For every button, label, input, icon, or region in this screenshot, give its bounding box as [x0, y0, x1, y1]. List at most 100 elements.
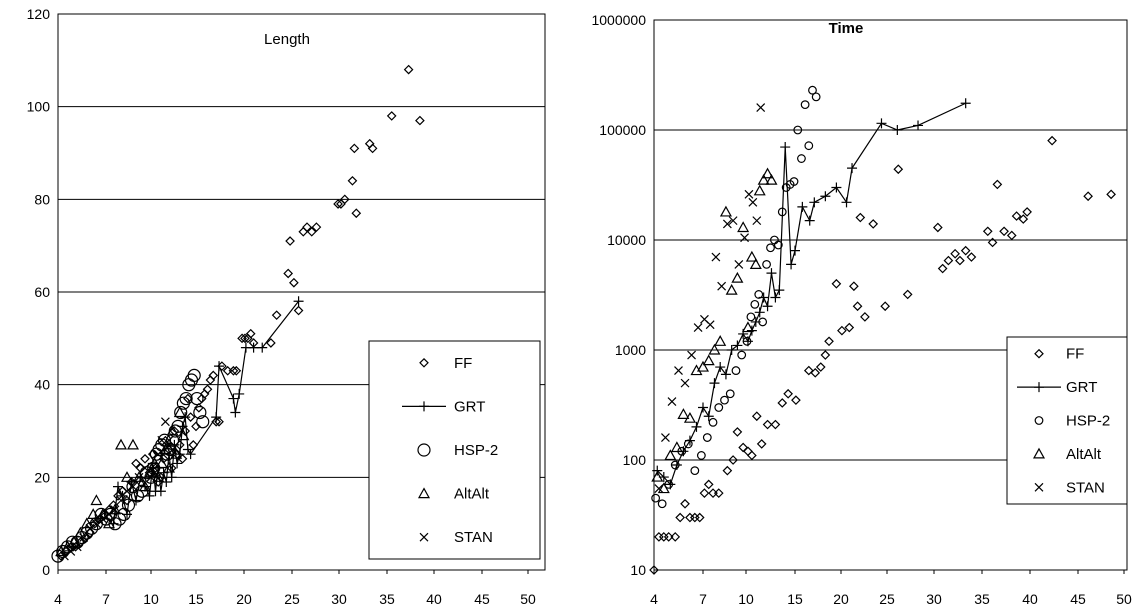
data-point [703, 411, 714, 422]
data-point [663, 532, 674, 542]
legend-label: STAN [1066, 479, 1105, 496]
data-point [811, 92, 821, 102]
y-tick-label: 1000000 [591, 12, 646, 28]
data-point [670, 532, 681, 542]
data-point [709, 378, 720, 389]
legend-label: GRT [1066, 379, 1097, 396]
data-point [824, 336, 834, 347]
data-point [680, 378, 690, 388]
y-tick-label: 60 [34, 284, 50, 300]
legend-marker [419, 532, 429, 542]
x-tick-label: 7 [102, 591, 110, 607]
data-point [90, 494, 103, 506]
data-point [211, 412, 222, 423]
data-point [703, 479, 714, 490]
data-point [164, 435, 174, 445]
data-point [674, 366, 683, 376]
y-tick-label: 10000 [607, 232, 646, 248]
data-point [849, 281, 859, 292]
data-point [789, 177, 799, 186]
x-tick-label: 20 [236, 591, 252, 607]
legend-box [368, 340, 541, 560]
x-tick-label: 25 [284, 591, 300, 607]
data-point [708, 417, 718, 427]
data-point [780, 142, 791, 153]
data-point [680, 498, 690, 509]
data-point [66, 547, 76, 556]
data-point [758, 317, 768, 327]
data-point [188, 440, 199, 450]
data-point [687, 350, 696, 360]
data-point [960, 245, 971, 256]
data-point [913, 120, 924, 131]
legend-label: HSP-2 [454, 442, 498, 459]
y-tick-label: 0 [42, 562, 50, 578]
data-point [756, 103, 766, 112]
y-tick-label: 80 [34, 191, 50, 207]
data-point [708, 343, 721, 355]
legend-marker [1032, 447, 1046, 459]
data-point [140, 453, 150, 464]
data-point [168, 445, 178, 454]
data-point [751, 411, 762, 422]
data-point [74, 526, 87, 538]
data-point [892, 125, 903, 135]
data-point [855, 212, 866, 223]
data-point [403, 64, 414, 75]
data-point [67, 535, 81, 547]
data-point [777, 207, 787, 217]
data-point [966, 252, 977, 262]
data-point [955, 255, 965, 266]
legend-label: STAN [454, 529, 493, 546]
data-point [750, 299, 760, 309]
data-point [786, 259, 797, 270]
x-tick-label: 4 [650, 591, 658, 607]
data-point [98, 514, 108, 524]
data-point [702, 354, 715, 366]
data-point [740, 233, 749, 243]
data-point [714, 403, 724, 412]
data-point [108, 517, 122, 531]
x-tick-label: 40 [1022, 591, 1038, 607]
data-point [844, 322, 855, 333]
data-point [696, 451, 706, 460]
data-point [132, 471, 146, 482]
data-point [120, 471, 134, 482]
data-point [726, 345, 737, 355]
legend-marker [1034, 348, 1044, 359]
data-point [1106, 189, 1116, 200]
x-tick-label: 50 [520, 591, 536, 607]
data-point [742, 336, 752, 346]
data-point [717, 281, 727, 291]
data-point [283, 268, 294, 279]
data-point [159, 443, 172, 455]
data-point [271, 310, 282, 321]
data-point [737, 221, 750, 233]
data-point [59, 551, 69, 561]
data-point [150, 463, 160, 473]
data-point [711, 252, 721, 262]
data-point [699, 488, 710, 498]
data-point [694, 512, 705, 523]
data-point [902, 289, 913, 300]
data-point [696, 360, 710, 372]
x-tick-label: 50 [1116, 591, 1132, 607]
legend-box [1006, 336, 1128, 505]
data-point [172, 458, 183, 469]
data-point [113, 491, 123, 501]
series-ff [649, 135, 1116, 575]
data-point [234, 388, 245, 399]
data-point [720, 395, 729, 405]
legend: FF GRT HSP-2 AltAlt STAN [368, 340, 541, 560]
x-tick-label: 30 [926, 591, 942, 607]
series-stan [59, 417, 178, 561]
data-point [237, 333, 247, 344]
legend-label: AltAlt [454, 486, 490, 503]
data-point [719, 205, 732, 217]
data-point [266, 338, 276, 348]
data-point [804, 215, 815, 226]
data-point [960, 98, 971, 109]
data-point [170, 447, 183, 459]
data-point [932, 222, 943, 233]
data-point [202, 384, 213, 395]
